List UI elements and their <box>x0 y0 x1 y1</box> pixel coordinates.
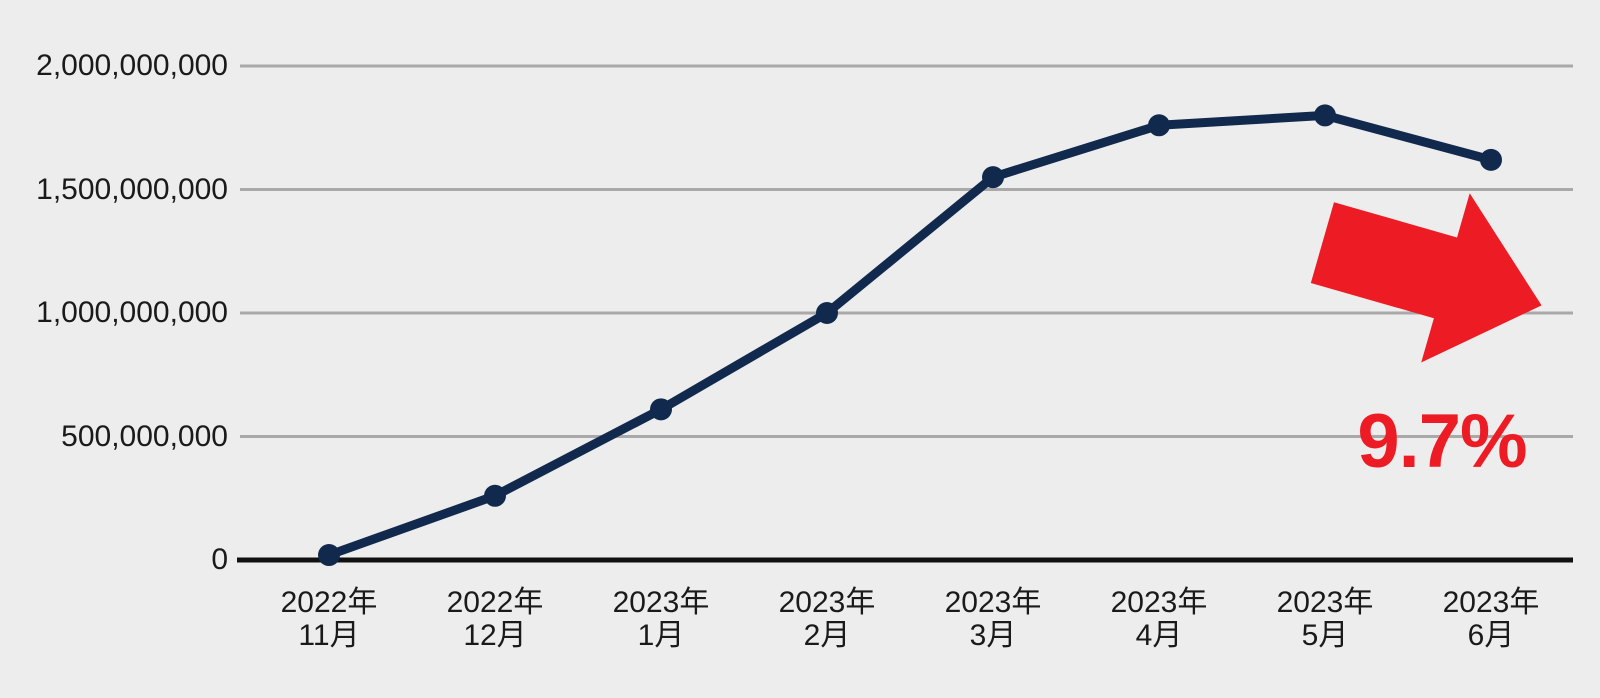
x-tick-year: 2023年 <box>612 586 710 619</box>
data-point <box>1480 148 1502 171</box>
x-tick-year: 2022年 <box>446 586 544 619</box>
decline-arrow-icon <box>1310 193 1542 363</box>
x-axis-tick-label: 2023年 6月 <box>1381 586 1600 652</box>
data-point <box>1314 104 1336 127</box>
y-axis-tick-label: 1,500,000,000 <box>36 172 228 206</box>
data-line <box>324 110 1496 560</box>
x-tick-month: 1月 <box>637 619 685 652</box>
data-point <box>816 302 838 324</box>
data-point <box>484 484 506 507</box>
x-axis-tick-label: 2022年 12月 <box>385 586 605 652</box>
x-tick-month: 3月 <box>969 619 1017 652</box>
data-point <box>318 544 340 567</box>
x-tick-year: 2022年 <box>280 586 378 619</box>
x-tick-year: 2023年 <box>1276 586 1374 619</box>
x-tick-month: 4月 <box>1135 619 1183 652</box>
data-point <box>1148 114 1170 137</box>
x-axis-tick-label: 2023年 3月 <box>883 586 1103 652</box>
x-axis-tick-label: 2023年 4月 <box>1049 586 1269 652</box>
x-tick-month: 6月 <box>1467 619 1515 652</box>
x-tick-year: 2023年 <box>1442 586 1540 619</box>
x-tick-month: 2月 <box>803 619 851 652</box>
x-tick-year: 2023年 <box>1110 586 1208 619</box>
x-tick-month: 5月 <box>1301 619 1349 652</box>
x-axis-tick-label: 2023年 2月 <box>717 586 937 652</box>
x-tick-year: 2023年 <box>778 586 876 619</box>
x-axis-tick-label: 2023年 5月 <box>1215 586 1435 652</box>
data-point <box>982 166 1004 189</box>
x-axis-tick-label: 2022年 11月 <box>219 586 439 652</box>
y-axis-tick-label: 1,000,000,000 <box>36 296 228 329</box>
x-tick-year: 2023年 <box>944 586 1042 619</box>
data-point <box>650 398 672 421</box>
x-tick-month: 11月 <box>298 619 360 652</box>
decline-percentage-label: 9.7% <box>1357 399 1527 484</box>
y-axis-tick-label: 0 <box>211 543 228 576</box>
y-axis-tick-label: 2,000,000,000 <box>36 49 228 82</box>
x-axis-tick-label: 2023年 1月 <box>551 586 771 652</box>
y-axis-tick-label: 500,000,000 <box>61 419 228 453</box>
x-tick-month: 12月 <box>463 619 527 652</box>
